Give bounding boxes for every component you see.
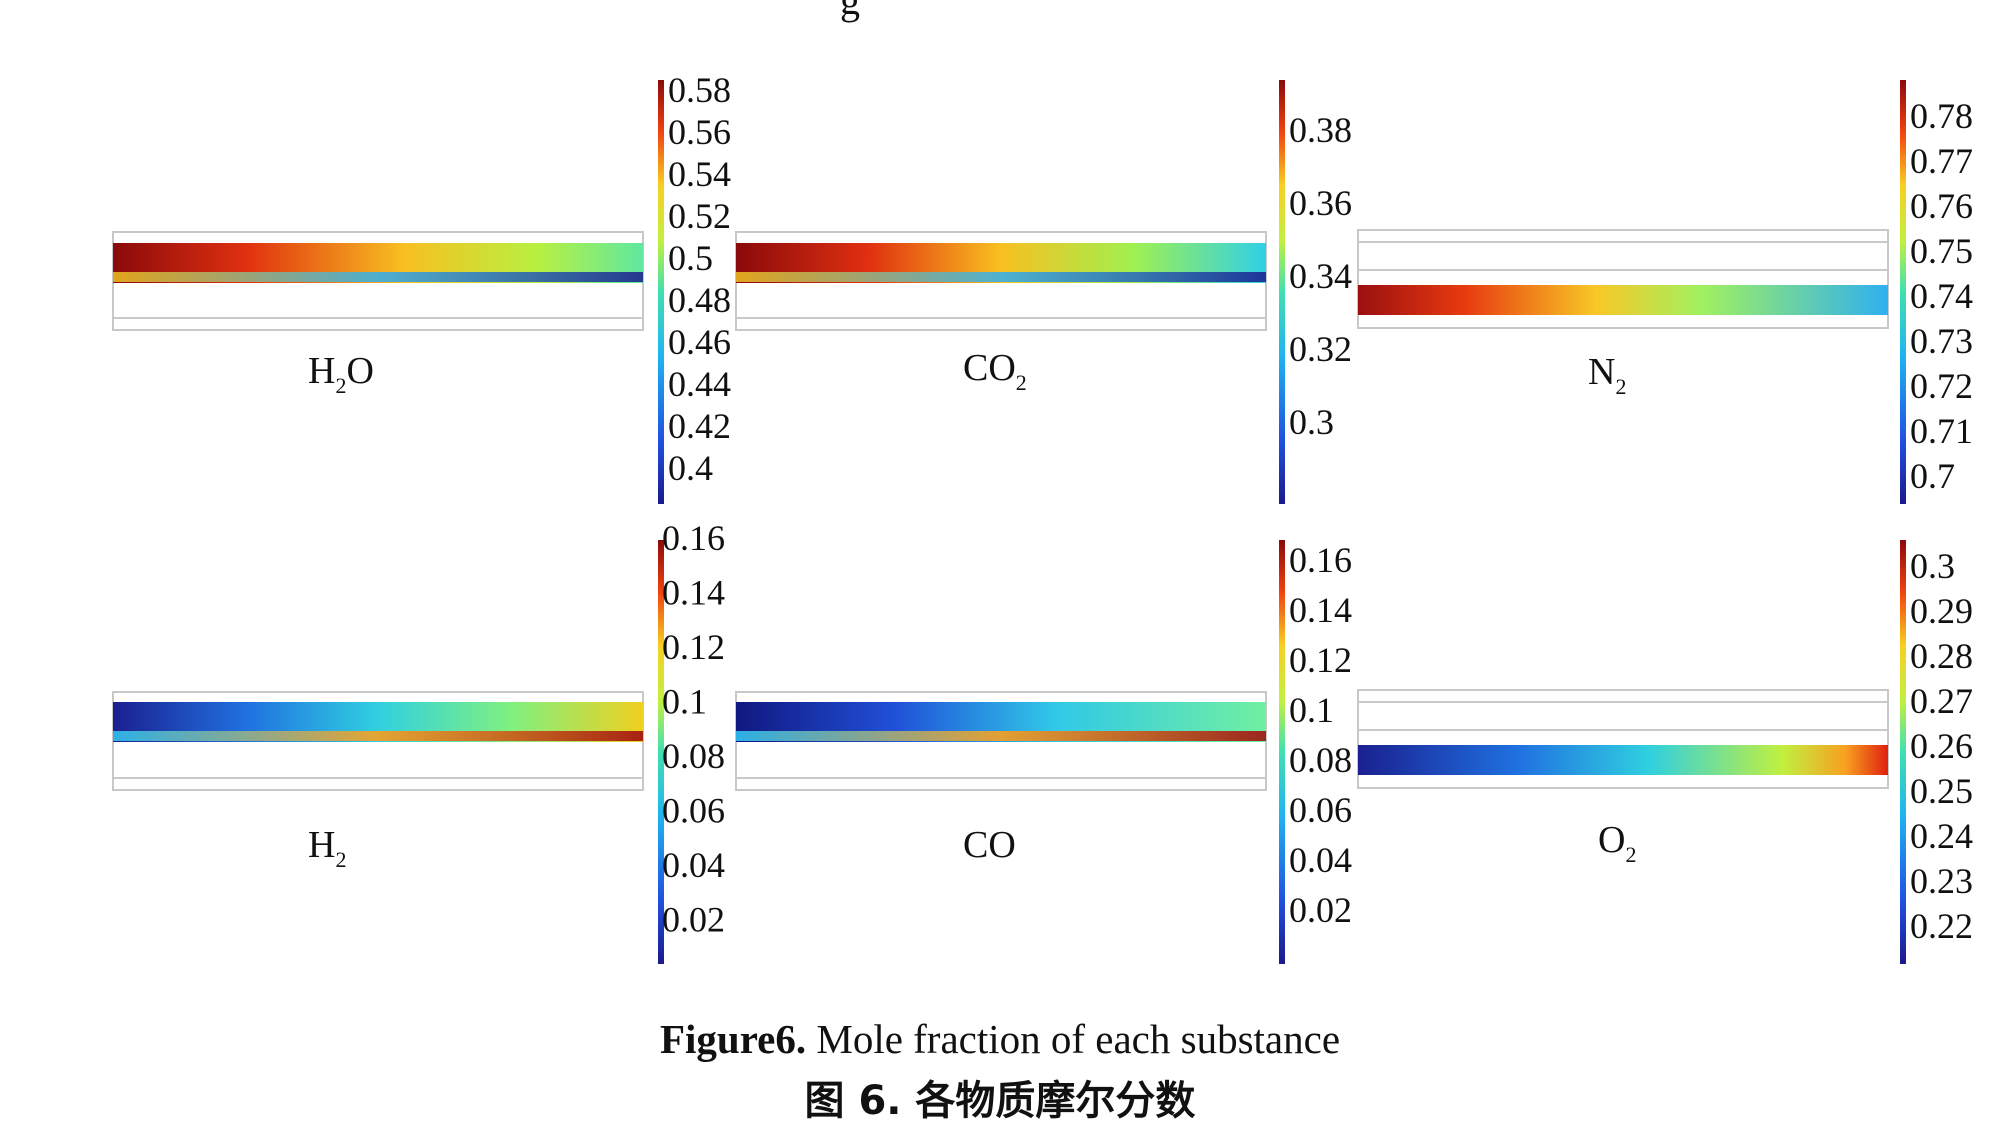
colorbar-tick-label: 0.29: [1910, 591, 1973, 631]
colorbar-tick-label: 0.04: [662, 845, 725, 885]
panel-co: 0.16 0.14 0.12 0.1 0.08 0.06 0.04 0.02 CO: [735, 540, 1352, 964]
colorbar-tick-label: 0.26: [1910, 726, 1973, 766]
colorbar-tick-label: 0.4: [668, 448, 713, 488]
colorbar-tick-label: 0.27: [1910, 681, 1973, 721]
colorbar-tick-label: 0.72: [1910, 366, 1973, 406]
colorbar-tick-label: 0.48: [668, 280, 731, 320]
panel-h2o: 0.580.560.540.520.50.480.460.440.420.4 H…: [112, 70, 731, 504]
panel-o2: 0.3 0.29 0.28 0.27 0.26 0.25 0.24 0.23 0.22 O2: [1357, 540, 1973, 964]
colorbar-tick-label: 0.28: [1910, 636, 1973, 676]
colorbar-tick-label: 0.02: [1289, 890, 1352, 930]
colorbar-tick-label: 0.5: [668, 238, 713, 278]
field-main: [1358, 745, 1888, 775]
species-label: H2O: [308, 350, 374, 398]
field-edge: [113, 272, 643, 282]
panel-h2: 0.16 0.14 0.12 0.1 0.08 0.06 0.04 0.02 H2: [112, 518, 725, 964]
colorbar-tick-label: 0.3: [1910, 546, 1955, 586]
colorbar-tick-label: 0.56: [668, 112, 731, 152]
colorbar-ticks: 0.78 0.77 0.76 0.75 0.74 0.73 0.72 0.71 0.7: [1910, 96, 1973, 496]
panel-co2: 0.38 0.36 0.34 0.32 0.3 CO2: [735, 80, 1352, 504]
species-label: O2: [1598, 819, 1636, 867]
colorbar-tick-label: 0.23: [1910, 861, 1973, 901]
colorbar-tick-label: 0.08: [662, 736, 725, 776]
colorbar-tick-label: 0.75: [1910, 231, 1973, 271]
colorbar-tick-label: 0.38: [1289, 110, 1352, 150]
colorbar: [1900, 80, 1906, 504]
colorbar-tick-label: 0.14: [1289, 590, 1352, 630]
species-label: CO: [963, 824, 1016, 866]
colorbar-tick-label: 0.73: [1910, 321, 1973, 361]
colorbar-tick-label: 0.3: [1289, 402, 1334, 442]
field-edge: [113, 731, 643, 741]
species-label: CO2: [963, 347, 1027, 395]
colorbar-tick-label: 0.32: [1289, 329, 1352, 369]
figure-caption-text: Mole fraction of each substance: [806, 1016, 1341, 1062]
colorbar-tick-label: 0.42: [668, 406, 731, 446]
colorbar-tick-label: 0.74: [1910, 276, 1973, 316]
figure-caption-english: Figure6. Mole fraction of each substance: [0, 1015, 2000, 1063]
figure-number: Figure6.: [659, 1016, 807, 1062]
colorbar-tick-label: 0.71: [1910, 411, 1973, 451]
colorbar-tick-label: 0.1: [662, 682, 707, 722]
colorbar-tick-label: 0.36: [1289, 183, 1352, 223]
colorbar-ticks: 0.38 0.36 0.34 0.32 0.3: [1289, 110, 1352, 442]
colorbar-tick-label: 0.58: [668, 70, 731, 110]
colorbar-tick-label: 0.77: [1910, 141, 1973, 181]
colorbar: [658, 540, 664, 964]
colorbar-tick-label: 0.76: [1910, 186, 1973, 226]
species-label: N2: [1588, 351, 1626, 399]
colorbar: [1900, 540, 1906, 964]
colorbar-tick-label: 0.7: [1910, 456, 1955, 496]
colorbar-tick-label: 0.04: [1289, 840, 1352, 880]
colorbar-tick-label: 0.78: [1910, 96, 1973, 136]
colorbar: [1279, 540, 1285, 964]
colorbar-ticks: 0.580.560.540.520.50.480.460.440.420.4: [668, 70, 731, 488]
colorbar-ticks: 0.16 0.14 0.12 0.1 0.08 0.06 0.04 0.02: [1289, 540, 1352, 930]
colorbar-tick-label: 0.08: [1289, 740, 1352, 780]
colorbar-tick-label: 0.24: [1910, 816, 1973, 856]
header-fragment: g: [840, 0, 860, 23]
colorbar-tick-label: 0.16: [1289, 540, 1352, 580]
colorbar-tick-label: 0.12: [1289, 640, 1352, 680]
colorbar: [658, 80, 664, 504]
colorbar-tick-label: 0.12: [662, 627, 725, 667]
colorbar-tick-label: 0.34: [1289, 256, 1352, 296]
colorbar-tick-label: 0.06: [1289, 790, 1352, 830]
colorbar-tick-label: 0.1: [1289, 690, 1334, 730]
panel-n2: 0.78 0.77 0.76 0.75 0.74 0.73 0.72 0.71 0.7 N2: [1357, 80, 1973, 504]
colorbar-tick-label: 0.02: [662, 900, 725, 940]
species-label: H2: [308, 824, 346, 872]
field-main: [1358, 285, 1888, 315]
figure-caption-chinese: 图 6. 各物质摩尔分数: [804, 1078, 1196, 1124]
colorbar-tick-label: 0.06: [662, 791, 725, 831]
colorbar: [1279, 80, 1285, 504]
field-edge: [736, 731, 1266, 741]
colorbar-tick-label: 0.22: [1910, 906, 1973, 946]
colorbar-ticks: 0.16 0.14 0.12 0.1 0.08 0.06 0.04 0.02: [662, 518, 725, 940]
colorbar-tick-label: 0.44: [668, 364, 731, 404]
colorbar-tick-label: 0.46: [668, 322, 731, 362]
colorbar-tick-label: 0.54: [668, 154, 731, 194]
colorbar-tick-label: 0.16: [662, 518, 725, 558]
field-edge: [736, 272, 1266, 282]
colorbar-tick-label: 0.25: [1910, 771, 1973, 811]
figure-6: g 0.580.560.540.520.50.480.460.440.420.4…: [112, 0, 1973, 964]
colorbar-tick-label: 0.52: [668, 196, 731, 236]
colorbar-tick-label: 0.14: [662, 573, 725, 613]
colorbar-ticks: 0.3 0.29 0.28 0.27 0.26 0.25 0.24 0.23 0.22: [1910, 546, 1973, 946]
